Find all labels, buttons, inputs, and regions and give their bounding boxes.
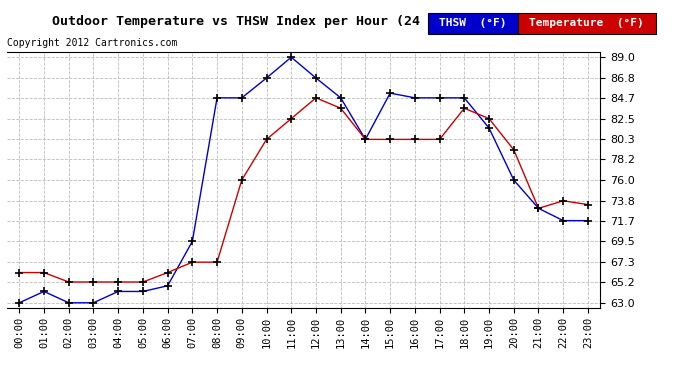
Text: Temperature  (°F): Temperature (°F) xyxy=(529,18,644,28)
Text: Copyright 2012 Cartronics.com: Copyright 2012 Cartronics.com xyxy=(7,38,177,48)
Text: Outdoor Temperature vs THSW Index per Hour (24 Hours)  20120815: Outdoor Temperature vs THSW Index per Ho… xyxy=(52,15,555,28)
Text: THSW  (°F): THSW (°F) xyxy=(439,18,506,28)
